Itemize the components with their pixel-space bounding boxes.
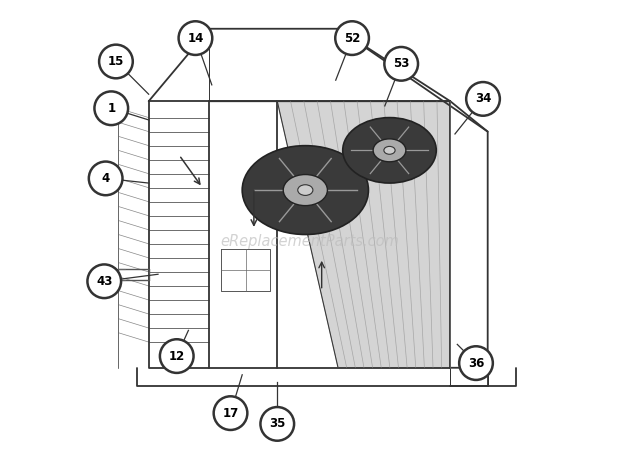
- Text: 4: 4: [102, 172, 110, 185]
- Circle shape: [384, 47, 418, 81]
- Circle shape: [87, 265, 121, 298]
- Ellipse shape: [384, 146, 395, 154]
- Text: 35: 35: [269, 417, 285, 431]
- Text: 43: 43: [96, 275, 112, 288]
- Ellipse shape: [373, 139, 406, 162]
- Ellipse shape: [283, 174, 327, 205]
- Circle shape: [260, 407, 294, 441]
- Circle shape: [466, 82, 500, 116]
- Text: 53: 53: [393, 57, 409, 70]
- Polygon shape: [277, 101, 450, 368]
- Circle shape: [99, 45, 133, 78]
- Text: 12: 12: [169, 349, 185, 363]
- Ellipse shape: [298, 185, 313, 196]
- Text: eReplacementParts.com: eReplacementParts.com: [221, 234, 399, 249]
- Text: 36: 36: [468, 356, 484, 370]
- Circle shape: [459, 346, 493, 380]
- Circle shape: [89, 161, 123, 195]
- Circle shape: [179, 21, 212, 55]
- Ellipse shape: [242, 146, 368, 234]
- Text: 52: 52: [344, 31, 360, 45]
- Circle shape: [214, 396, 247, 430]
- Text: 15: 15: [108, 55, 124, 68]
- Circle shape: [335, 21, 369, 55]
- Circle shape: [94, 91, 128, 125]
- Text: 14: 14: [187, 31, 203, 45]
- Text: 1: 1: [107, 102, 115, 115]
- Circle shape: [160, 339, 193, 373]
- Text: 34: 34: [475, 92, 491, 106]
- Ellipse shape: [343, 118, 436, 183]
- Text: 17: 17: [223, 407, 239, 420]
